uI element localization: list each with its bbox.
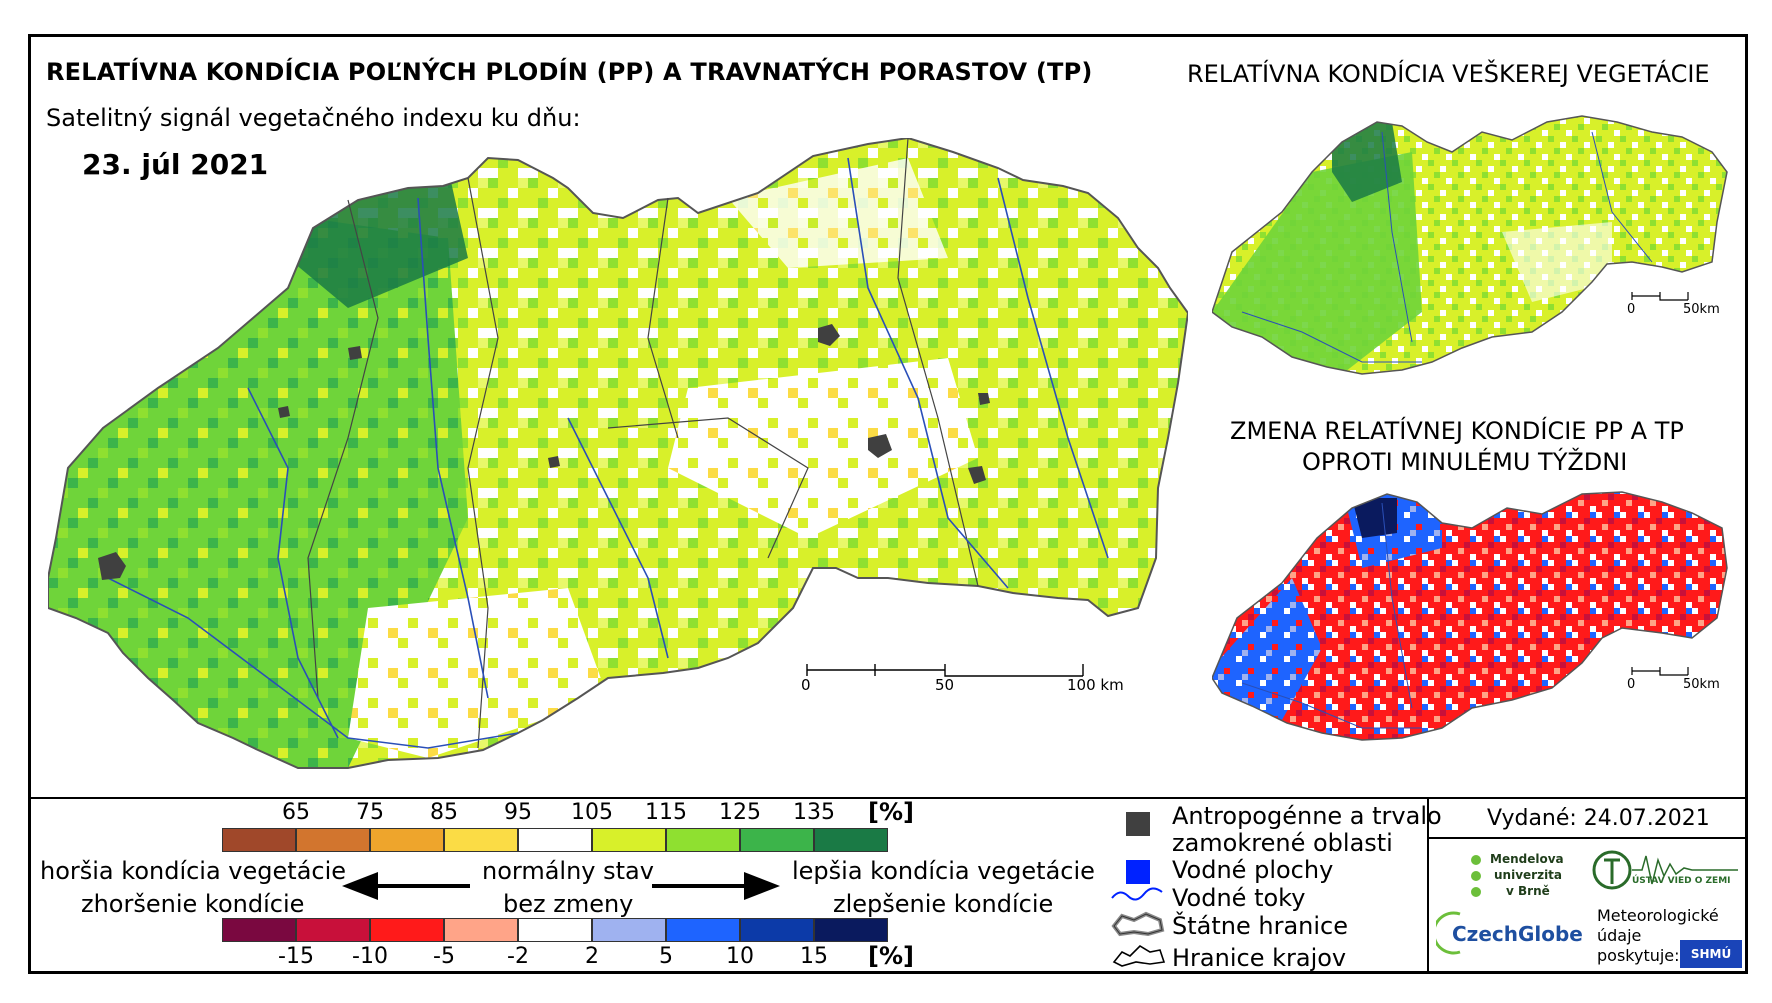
anthropogenic-swatch bbox=[1126, 812, 1150, 836]
change-swatch bbox=[370, 918, 444, 942]
main-scale-label-50: 50 bbox=[935, 676, 955, 694]
region-borders-label: Hranice krajov bbox=[1172, 944, 1347, 972]
normal-state-label: normálny stav bbox=[482, 857, 654, 885]
anthropogenic-label-1: Antropogénne a trvalo bbox=[1172, 802, 1442, 830]
change-swatch bbox=[666, 918, 740, 942]
change-tick-label: 10 bbox=[726, 944, 754, 969]
state-borders-label: Štátne hranice bbox=[1172, 912, 1348, 940]
ustav-vied-o-zemi-logo: ÚSTAV VIED O ZEMI bbox=[1592, 846, 1742, 896]
left-arrow-icon bbox=[342, 872, 470, 900]
change-tick-label: -15 bbox=[278, 944, 314, 969]
anthropogenic-label-2: zamokrené oblasti bbox=[1172, 829, 1393, 857]
change-tick-label: -10 bbox=[352, 944, 388, 969]
right-arrow-icon bbox=[652, 872, 780, 900]
vegetation-scale-bar bbox=[1631, 292, 1689, 301]
condition-swatch bbox=[666, 828, 740, 852]
shmu-text: SHMÚ bbox=[1690, 947, 1732, 961]
no-change-label: bez zmeny bbox=[503, 890, 634, 918]
better-condition-label: lepšia kondícia vegetácie bbox=[792, 857, 1095, 885]
change-tick-label: 2 bbox=[585, 944, 599, 969]
region-border-symbol-icon bbox=[1112, 944, 1166, 967]
date-label: 23. júl 2021 bbox=[82, 148, 269, 181]
czechglobe-logo: CzechGlobe bbox=[1436, 910, 1586, 966]
main-condition-map bbox=[48, 138, 1188, 769]
shmu-logo: SHMÚ bbox=[1680, 940, 1742, 968]
change-swatch bbox=[592, 918, 666, 942]
mendel-text-1: Mendelova bbox=[1490, 852, 1564, 866]
change-scale-bar bbox=[1631, 667, 1689, 676]
river-symbol-icon bbox=[1111, 887, 1163, 901]
worsening-label: zhoršenie kondície bbox=[81, 890, 305, 918]
issued-date: Vydané: 24.07.2021 bbox=[1487, 806, 1710, 831]
meteo-text-2: údaje bbox=[1597, 926, 1642, 945]
change-title-line2: OPROTI MINULÉMU TÝŽDNI bbox=[1302, 448, 1628, 476]
change-swatch bbox=[296, 918, 370, 942]
issued-divider bbox=[1427, 837, 1748, 839]
main-scale-bar bbox=[806, 664, 1084, 677]
state-border-symbol-icon bbox=[1111, 911, 1165, 937]
condition-swatch bbox=[296, 828, 370, 852]
condition-swatch bbox=[592, 828, 666, 852]
change-tick-label: 5 bbox=[659, 944, 673, 969]
mendel-text-3: v Brně bbox=[1506, 884, 1550, 898]
change-swatch bbox=[222, 918, 296, 942]
condition-tick-label: 95 bbox=[504, 800, 532, 825]
condition-tick-label: 105 bbox=[571, 800, 613, 825]
condition-swatch bbox=[222, 828, 296, 852]
condition-swatch bbox=[740, 828, 814, 852]
condition-swatch bbox=[444, 828, 518, 852]
change-swatch bbox=[814, 918, 888, 942]
condition-tick-label: 65 bbox=[282, 800, 310, 825]
worse-condition-label: horšia kondícia vegetácie bbox=[40, 857, 347, 885]
veg-scale-label-50: 50km bbox=[1683, 302, 1720, 317]
main-title: RELATÍVNA KONDÍCIA POĽNÝCH PLODÍN (PP) A… bbox=[46, 58, 1093, 86]
change-swatch bbox=[444, 918, 518, 942]
condition-tick-label: 85 bbox=[430, 800, 458, 825]
condition-swatch bbox=[518, 828, 592, 852]
rivers-label: Vodné toky bbox=[1172, 884, 1306, 912]
logo-divider bbox=[1427, 797, 1429, 974]
change-scale-label-50: 50km bbox=[1683, 677, 1720, 692]
mendel-text-2: univerzita bbox=[1494, 868, 1563, 882]
ustav-text: ÚSTAV VIED O ZEMI bbox=[1632, 876, 1731, 886]
map-frame bbox=[28, 34, 1748, 974]
change-swatch bbox=[740, 918, 814, 942]
condition-tick-label: 125 bbox=[719, 800, 761, 825]
change-title-line1: ZMENA RELATÍVNEJ KONDÍCIE PP A TP bbox=[1230, 417, 1684, 445]
water-areas-label: Vodné plochy bbox=[1172, 856, 1334, 884]
subtitle: Satelitný signál vegetačného indexu ku d… bbox=[46, 104, 581, 132]
change-tick-label: 15 bbox=[800, 944, 828, 969]
condition-tick-label: 75 bbox=[356, 800, 384, 825]
meteo-text-1: Meteorologické bbox=[1597, 906, 1719, 925]
improvement-label: zlepšenie kondície bbox=[833, 890, 1054, 918]
meteo-text-3: poskytuje: bbox=[1597, 946, 1680, 965]
main-scale-label-0: 0 bbox=[801, 676, 811, 694]
change-unit: [%] bbox=[868, 942, 914, 970]
vegetation-map bbox=[1212, 115, 1728, 375]
condition-tick-label: 135 bbox=[793, 800, 835, 825]
change-swatch bbox=[518, 918, 592, 942]
condition-swatch bbox=[814, 828, 888, 852]
water-area-swatch bbox=[1126, 860, 1150, 884]
condition-unit: [%] bbox=[868, 798, 914, 826]
mendel-university-logo: Mendelova univerzita v Brně bbox=[1468, 852, 1588, 922]
main-scale-label-100: 100 km bbox=[1067, 676, 1124, 694]
change-tick-label: -5 bbox=[433, 944, 455, 969]
condition-swatch bbox=[370, 828, 444, 852]
legend-divider bbox=[28, 797, 1748, 799]
veg-scale-label-0: 0 bbox=[1627, 302, 1636, 317]
condition-tick-label: 115 bbox=[645, 800, 687, 825]
czechglobe-text: CzechGlobe bbox=[1452, 922, 1583, 946]
right-title: RELATÍVNA KONDÍCIA VEŠKEREJ VEGETÁCIE bbox=[1187, 60, 1710, 88]
change-map bbox=[1212, 491, 1728, 741]
change-tick-label: -2 bbox=[507, 944, 529, 969]
change-scale-label-0: 0 bbox=[1627, 677, 1636, 692]
